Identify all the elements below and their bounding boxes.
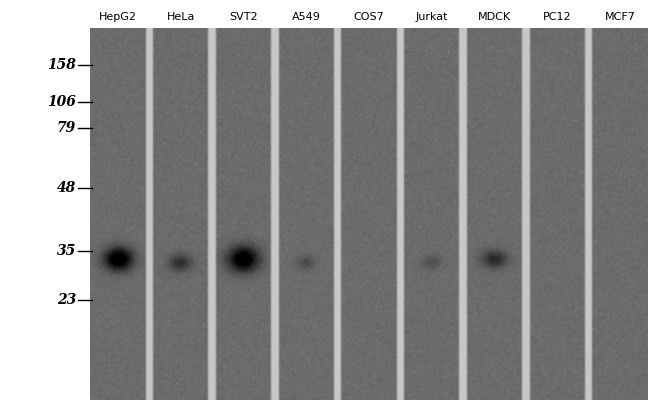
Text: PC12: PC12	[543, 12, 571, 22]
Text: MDCK: MDCK	[478, 12, 511, 22]
Text: Jurkat: Jurkat	[415, 12, 448, 22]
Text: 35: 35	[57, 244, 76, 258]
Text: MCF7: MCF7	[604, 12, 636, 22]
Text: 106: 106	[47, 95, 76, 110]
Text: HeLa: HeLa	[166, 12, 195, 22]
Text: HepG2: HepG2	[99, 12, 137, 22]
Text: 158: 158	[47, 58, 76, 72]
Text: SVT2: SVT2	[229, 12, 258, 22]
Text: COS7: COS7	[354, 12, 384, 22]
Text: 23: 23	[57, 293, 76, 306]
Text: 48: 48	[57, 181, 76, 195]
Text: A549: A549	[292, 12, 320, 22]
Text: 79: 79	[57, 122, 76, 135]
